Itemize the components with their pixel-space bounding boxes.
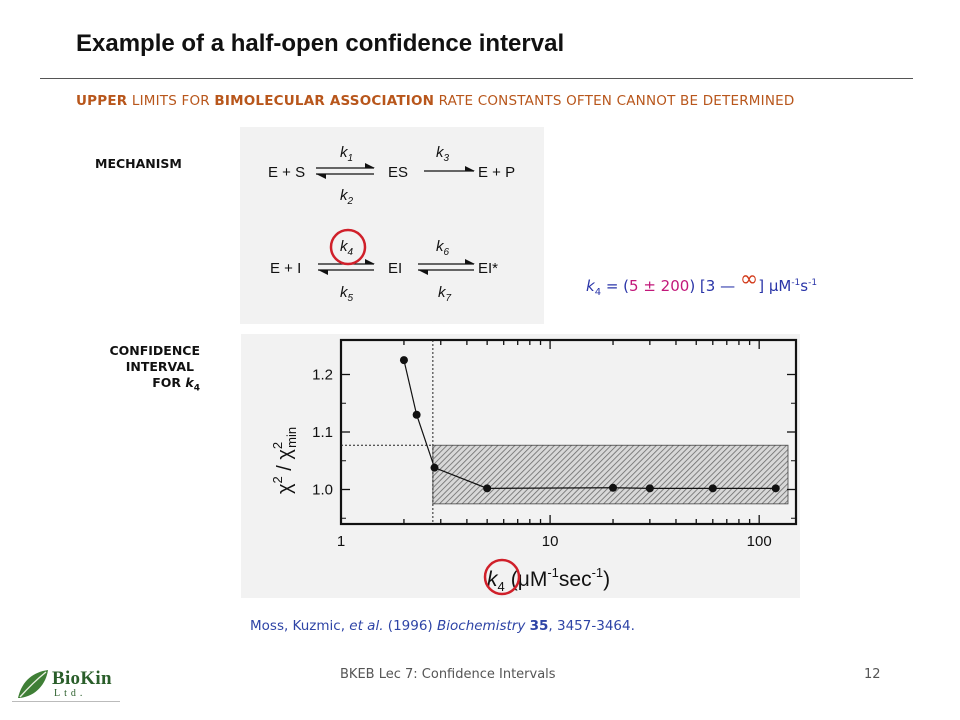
infinity-symbol: ∞ bbox=[739, 267, 759, 292]
arrow-k7-head bbox=[418, 270, 428, 275]
data-point bbox=[412, 410, 421, 419]
k4-highlight-circle bbox=[329, 228, 367, 266]
ci-label-line3: FOR k4 bbox=[60, 375, 200, 397]
data-point bbox=[708, 484, 717, 493]
k4-equation: k4 = (5 ± 200) [3 — ∞] μM-1s-1 bbox=[586, 267, 818, 298]
title-divider bbox=[40, 78, 913, 79]
data-point bbox=[771, 484, 780, 493]
biokin-logo: BioKin Ltd. bbox=[14, 664, 124, 704]
ci-label-line1: CONFIDENCE bbox=[109, 343, 200, 358]
eq-s: s bbox=[800, 277, 809, 295]
x-tick-label: 10 bbox=[542, 533, 559, 550]
data-point bbox=[399, 356, 408, 365]
citation: Moss, Kuzmic, et al. (1996) Biochemistry… bbox=[250, 618, 635, 634]
confidence-interval-label: CONFIDENCE INTERVAL FOR k4 bbox=[60, 343, 200, 397]
page-title: Example of a half-open confidence interv… bbox=[76, 30, 565, 57]
citation-pages: , 3457-3464. bbox=[548, 618, 635, 634]
citation-year: (1996) bbox=[383, 618, 437, 634]
subtitle-word-upper: UPPER bbox=[76, 93, 128, 109]
eq-k: k bbox=[586, 277, 595, 295]
eq-sup2: -1 bbox=[808, 278, 818, 288]
data-point bbox=[430, 463, 439, 472]
ci-label-line2: INTERVAL bbox=[125, 359, 194, 374]
x-axis-label: k4 (μM-1sec-1) bbox=[487, 565, 610, 594]
y-tick-label: 1.2 bbox=[312, 367, 333, 384]
page-number: 12 bbox=[864, 667, 881, 682]
x-tick-label: 1 bbox=[337, 533, 345, 550]
confidence-interval-chart: 1 10 100 1.0 1.1 1.2 χ2 / χ2min k4 (μM-1sec-1) bbox=[241, 334, 800, 598]
footer-lecture-title: BKEB Lec 7: Confidence Intervals bbox=[340, 667, 556, 682]
rate-label-k7: k7 bbox=[438, 284, 452, 304]
eq-mid: ) [3 — bbox=[689, 277, 740, 295]
subtitle-text-2: RATE CONSTANTS OFTEN CANNOT BE DETERMINE… bbox=[434, 93, 795, 109]
citation-volume: 35 bbox=[529, 618, 549, 634]
k4-axis-highlight-circle bbox=[483, 558, 521, 596]
footer-divider bbox=[12, 701, 120, 702]
rate-label-k4: k4 bbox=[340, 238, 354, 258]
data-point bbox=[609, 483, 618, 492]
species-e-plus-s: E + S bbox=[268, 164, 305, 181]
eq-unit: ] μM bbox=[758, 277, 792, 295]
y-tick-label: 1.1 bbox=[312, 424, 333, 441]
eq-sup1: -1 bbox=[791, 278, 801, 288]
data-point bbox=[483, 484, 492, 493]
logo-name: BioKin bbox=[52, 668, 112, 689]
citation-etal: et al. bbox=[349, 618, 384, 634]
rate-label-k3: k3 bbox=[436, 144, 450, 164]
species-e-plus-i: E + I bbox=[270, 260, 301, 277]
species-e-plus-p: E + P bbox=[478, 164, 515, 181]
series-line bbox=[403, 359, 776, 489]
x-tick-label: 100 bbox=[747, 533, 772, 550]
leaf-icon bbox=[18, 670, 48, 698]
ci-label-sub: 4 bbox=[193, 383, 200, 394]
chart-svg: 1 10 100 1.0 1.1 1.2 χ2 / χ2min k4 (μM-1sec-1) bbox=[270, 338, 798, 596]
subtitle-text-1: LIMITS FOR bbox=[127, 93, 215, 109]
rate-label-k5: k5 bbox=[340, 284, 354, 304]
mechanism-svg: E + S ES E + P k1 k2 k3 E + I EI EI* k4 … bbox=[268, 144, 515, 304]
data-point bbox=[645, 484, 654, 493]
species-ei-star: EI* bbox=[478, 260, 498, 277]
y-tick-label: 1.0 bbox=[312, 482, 333, 499]
logo-sub: Ltd. bbox=[54, 688, 87, 699]
eq-sub: 4 bbox=[594, 287, 602, 298]
rate-label-k6: k6 bbox=[436, 238, 450, 258]
species-es: ES bbox=[388, 164, 408, 181]
arrow-k2-head bbox=[316, 174, 326, 179]
ci-label-for: FOR bbox=[152, 375, 186, 390]
eq-equals: = ( bbox=[601, 277, 630, 295]
citation-journal: Biochemistry bbox=[437, 618, 526, 634]
species-ei: EI bbox=[388, 260, 402, 277]
subtitle: UPPER LIMITS FOR BIMOLECULAR ASSOCIATION… bbox=[76, 93, 794, 109]
citation-authors: Moss, Kuzmic, bbox=[250, 618, 350, 634]
mechanism-diagram: E + S ES E + P k1 k2 k3 E + I EI EI* k4 … bbox=[240, 127, 544, 324]
ci-label-k: k bbox=[185, 375, 194, 390]
rate-label-k2: k2 bbox=[340, 187, 354, 207]
rate-label-k1: k1 bbox=[340, 144, 353, 164]
subtitle-word-bimolecular: BIMOLECULAR ASSOCIATION bbox=[214, 93, 435, 109]
mechanism-label: MECHANISM bbox=[95, 156, 182, 171]
y-axis-label: χ2 / χ2min bbox=[270, 427, 299, 494]
eq-value: 5 ± 200 bbox=[629, 277, 690, 295]
arrow-k5-head bbox=[318, 270, 328, 275]
confidence-region-shading bbox=[432, 444, 789, 505]
